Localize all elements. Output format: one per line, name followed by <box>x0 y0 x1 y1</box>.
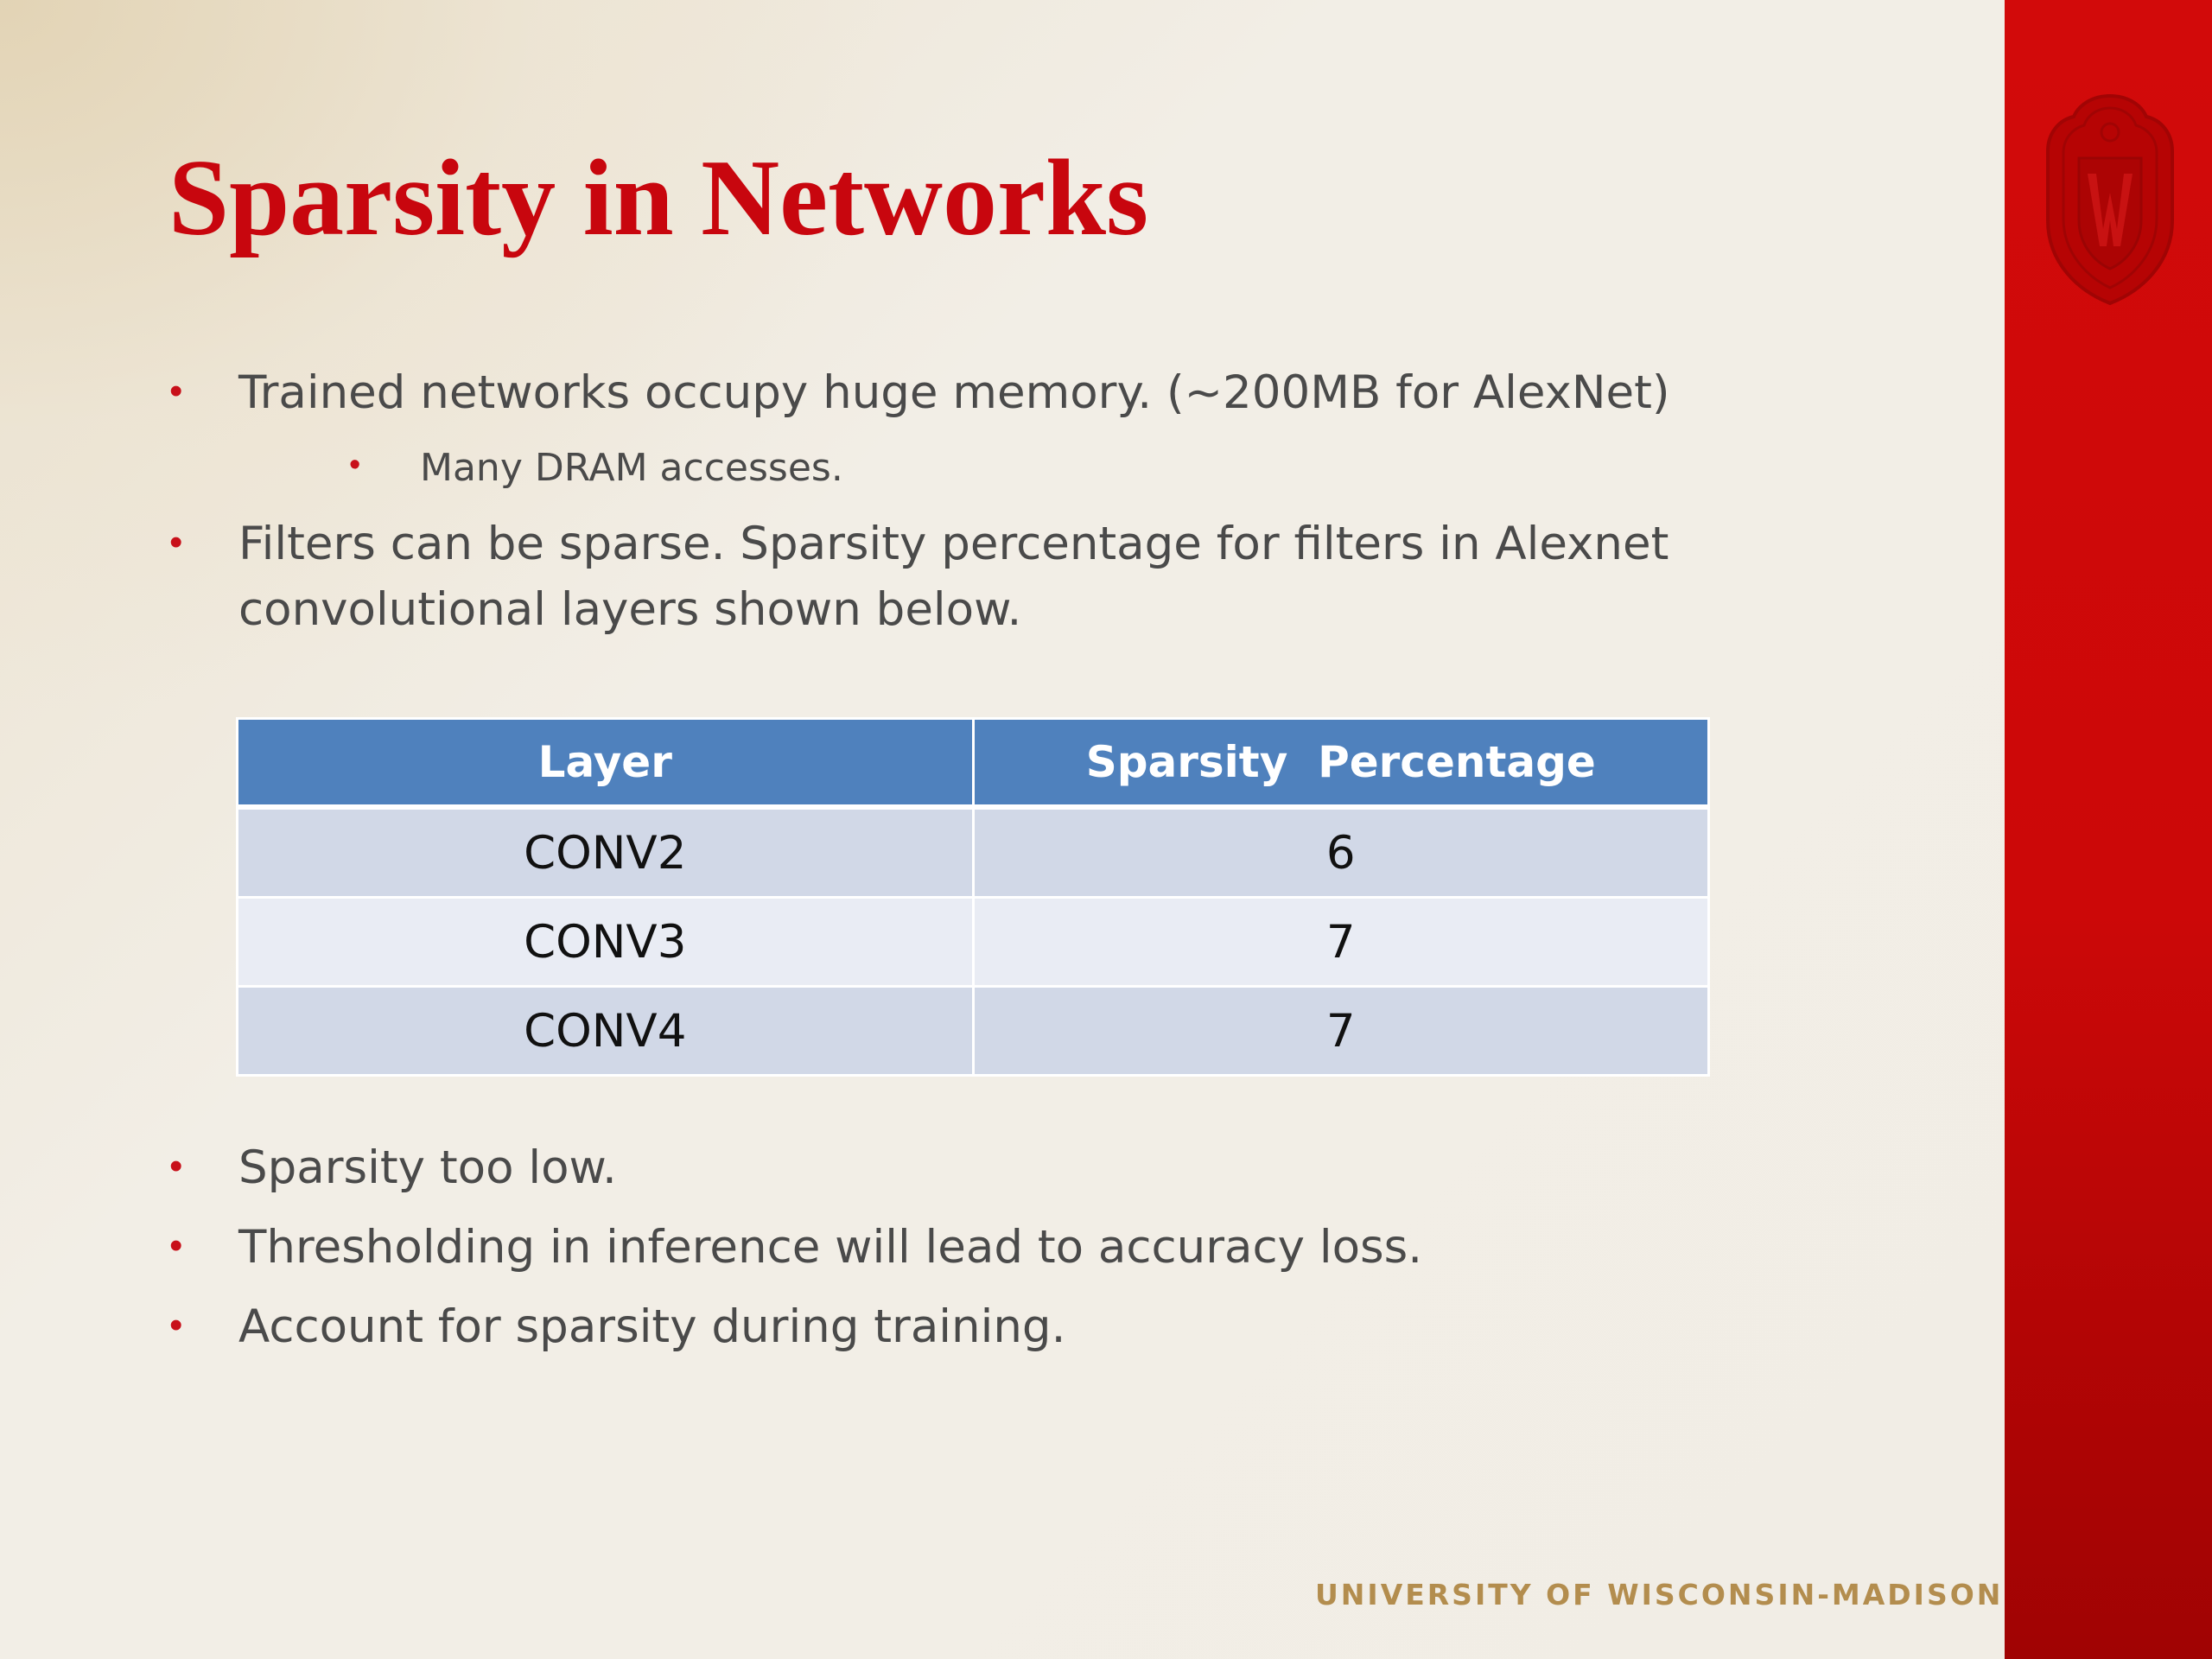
bullet-dot: • <box>169 1145 183 1187</box>
layer-cell: CONV2 <box>236 805 975 899</box>
sparsity-table: Layer Sparsity Percentage CONV2 6 CONV3 … <box>236 717 1710 1077</box>
column-header-layer: Layer <box>236 717 975 810</box>
column-header-sparsity: Sparsity Percentage <box>971 717 1710 810</box>
bullet-item: Filters can be sparse. Sparsity percenta… <box>238 518 1669 570</box>
sparsity-cell: 7 <box>971 985 1710 1077</box>
bullet-item: Trained networks occupy huge memory. (~2… <box>238 366 1670 419</box>
bullet-dot: • <box>169 521 183 563</box>
table-row: CONV4 7 <box>236 985 1710 1077</box>
table-row: CONV3 7 <box>236 896 1710 988</box>
bullet-dot: • <box>169 370 183 412</box>
bullet-dot: • <box>349 447 361 483</box>
bullet-item-continuation: convolutional layers shown below. <box>238 583 1022 636</box>
layer-cell: CONV4 <box>236 985 975 1077</box>
bullet-item: Sparsity too low. <box>238 1141 617 1194</box>
bullet-dot: • <box>169 1304 183 1346</box>
table-row: CONV2 6 <box>236 805 1710 899</box>
bullet-item: Thresholding in inference will lead to a… <box>238 1221 1423 1274</box>
sparsity-cell: 6 <box>971 805 1710 899</box>
sub-bullet-item: Many DRAM accesses. <box>420 446 843 490</box>
bullet-item: Account for sparsity during training. <box>238 1300 1066 1353</box>
university-footer: UNIVERSITY OF WISCONSIN-MADISON <box>1315 1578 2004 1611</box>
bullet-dot: • <box>169 1224 183 1267</box>
uw-crest-icon <box>2046 93 2174 306</box>
slide-title: Sparsity in Networks <box>168 138 1149 258</box>
layer-cell: CONV3 <box>236 896 975 988</box>
table-header-row: Layer Sparsity Percentage <box>236 717 1710 810</box>
sparsity-cell: 7 <box>971 896 1710 988</box>
